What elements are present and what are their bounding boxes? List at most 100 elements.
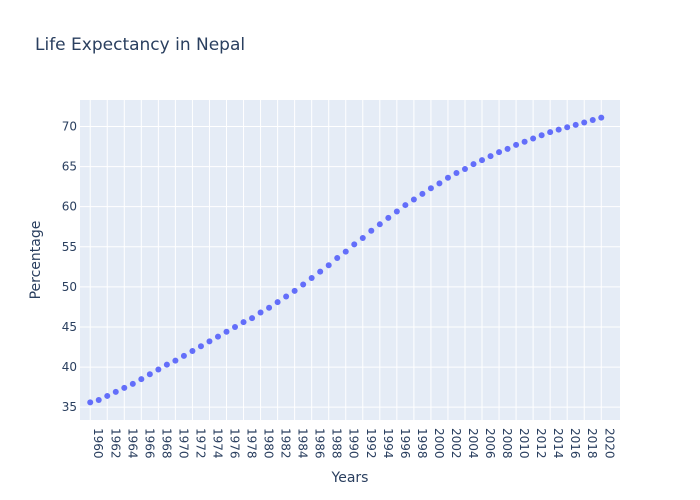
x-tick-label: 1970: [176, 428, 190, 459]
data-point: [342, 248, 349, 255]
data-point: [547, 129, 554, 136]
data-point: [581, 119, 588, 126]
data-point: [521, 138, 528, 145]
x-tick-label: 1960: [91, 428, 105, 459]
data-point: [334, 254, 341, 261]
data-point: [129, 380, 136, 387]
data-point: [155, 366, 162, 373]
data-point: [257, 309, 264, 316]
y-gridlines: [80, 125, 620, 408]
data-point: [461, 165, 468, 172]
x-tick-label: 1988: [330, 428, 344, 459]
data-point: [393, 208, 400, 215]
data-point: [283, 293, 290, 300]
data-point: [223, 328, 230, 335]
x-tick-label: 1978: [245, 428, 259, 459]
data-point: [249, 315, 256, 322]
x-tick-label: 1982: [279, 428, 293, 459]
data-point: [419, 190, 426, 197]
y-tick-label: 50: [62, 280, 77, 294]
data-point: [104, 392, 111, 399]
data-point: [95, 396, 102, 403]
data-point: [470, 161, 477, 168]
x-tick-label: 2014: [551, 428, 565, 459]
x-tick-label: 2006: [483, 428, 497, 459]
data-point: [180, 352, 187, 359]
data-point: [513, 141, 520, 148]
data-point: [112, 388, 119, 395]
y-tick-label: 60: [62, 200, 77, 214]
y-axis-ticks: 35 40 45 50 55 60 65 70: [62, 119, 77, 414]
x-axis-ticks: 1960 1962 1964 1966 1968 1970 1972 1974 1976 1978…: [91, 428, 616, 459]
x-tick-label: 2002: [449, 428, 463, 459]
data-point: [376, 221, 383, 228]
data-point: [291, 287, 298, 294]
data-point: [538, 132, 545, 139]
data-point: [402, 202, 409, 209]
data-point: [385, 214, 392, 221]
plot-area: [80, 100, 620, 420]
data-point: [121, 384, 128, 391]
data-point: [206, 338, 213, 345]
data-point: [598, 114, 605, 121]
x-tick-label: 2018: [585, 428, 599, 459]
data-point: [351, 241, 358, 248]
data-point: [359, 234, 366, 241]
data-point: [274, 299, 281, 306]
x-tick-label: 1984: [296, 428, 310, 459]
x-tick-label: 2004: [466, 428, 480, 459]
x-tick-label: 2012: [534, 428, 548, 459]
y-tick-label: 55: [62, 240, 77, 254]
data-point: [589, 117, 596, 124]
data-point: [87, 399, 94, 406]
data-point: [300, 281, 307, 288]
data-point: [214, 333, 221, 340]
x-tick-label: 2000: [432, 428, 446, 459]
data-point: [308, 275, 315, 282]
x-tick-label: 1962: [108, 428, 122, 459]
x-axis-title: Years: [331, 470, 369, 486]
x-tick-label: 1994: [381, 428, 395, 459]
data-point: [240, 319, 247, 326]
data-point: [564, 124, 571, 131]
data-series: [87, 114, 605, 406]
y-tick-label: 65: [62, 160, 77, 174]
x-tick-label: 1992: [364, 428, 378, 459]
data-point: [453, 169, 460, 176]
data-point: [146, 371, 153, 378]
data-point: [325, 262, 332, 269]
x-tick-label: 1996: [398, 428, 412, 459]
x-tick-label: 2010: [517, 428, 531, 459]
x-tick-label: 2008: [500, 428, 514, 459]
x-tick-label: 1998: [415, 428, 429, 459]
chart-title: Life Expectancy in Nepal: [35, 35, 245, 55]
data-point: [163, 361, 170, 368]
y-tick-label: 40: [62, 360, 77, 374]
y-tick-label: 70: [62, 119, 77, 133]
data-point: [138, 376, 145, 383]
data-point: [410, 196, 417, 203]
data-point: [172, 357, 179, 364]
x-tick-label: 1966: [142, 428, 156, 459]
x-tick-label: 1972: [193, 428, 207, 459]
y-tick-label: 45: [62, 320, 77, 334]
data-point: [496, 149, 503, 156]
x-tick-label: 1990: [347, 428, 361, 459]
data-point: [572, 121, 579, 128]
x-tick-label: 2020: [602, 428, 616, 459]
data-point: [555, 126, 562, 133]
x-tick-label: 1986: [313, 428, 327, 459]
y-tick-label: 35: [62, 400, 77, 414]
x-tick-label: 1974: [210, 428, 224, 459]
x-tick-label: 1976: [227, 428, 241, 459]
x-tick-label: 1964: [125, 428, 139, 459]
data-point: [232, 323, 239, 330]
data-point: [197, 343, 204, 350]
x-tick-label: 2016: [568, 428, 582, 459]
x-tick-label: 1968: [159, 428, 173, 459]
data-point: [530, 135, 537, 142]
data-point: [368, 227, 375, 234]
x-tick-label: 1980: [262, 428, 276, 459]
data-point: [487, 153, 494, 160]
